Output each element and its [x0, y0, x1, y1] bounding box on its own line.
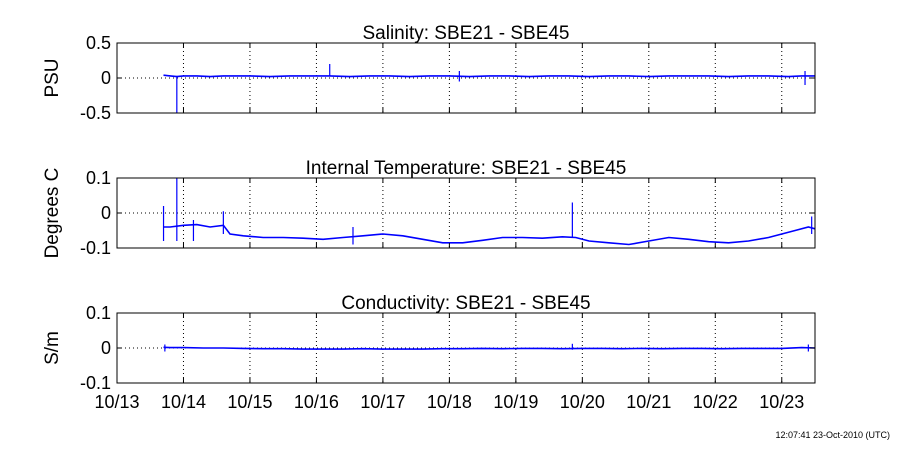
conductivity-ytick-label: 0 — [101, 338, 111, 358]
conductivity-xtick-label: 10/22 — [693, 392, 738, 412]
conductivity-xtick-label: 10/18 — [427, 392, 472, 412]
salinity-series-line — [163, 74, 815, 78]
internal-temperature-title: Internal Temperature: SBE21 - SBE45 — [306, 158, 627, 179]
salinity-panel: 0.5 0 -0.5 Salinity: SBE21 - SBE45 PSU — [42, 23, 816, 123]
conductivity-xtick-label: 10/13 — [94, 392, 139, 412]
conductivity-ylabel: S/m — [42, 331, 63, 365]
conductivity-xtick-label: 10/15 — [227, 392, 272, 412]
conductivity-title: Conductivity: SBE21 - SBE45 — [341, 293, 590, 314]
timestamp-label: 12:07:41 23-Oct-2010 (UTC) — [775, 430, 890, 440]
salinity-ytick-label: 0 — [101, 68, 111, 88]
conductivity-xtick-label: 10/17 — [360, 392, 405, 412]
internal-temperature-panel: 0.1 0 -0.1 Internal Temperature: SBE21 - SB… — [42, 158, 816, 259]
internal-temperature-series-line — [163, 223, 816, 246]
conductivity-xtick-label: 10/16 — [294, 392, 339, 412]
conductivity-xtick-label: 10/20 — [560, 392, 605, 412]
internal-temperature-ylabel: Degrees C — [42, 168, 63, 259]
conductivity-ytick-label: 0.1 — [86, 303, 111, 323]
internal-temperature-ytick-label: 0 — [101, 203, 111, 223]
internal-temperature-ytick-label: -0.1 — [80, 238, 111, 258]
salinity-ytick-label: -0.5 — [80, 103, 111, 123]
conductivity-xtick-label: 10/21 — [626, 392, 671, 412]
conductivity-panel: 0.1 0 -0.1 Conductivity: SBE21 - SBE45 S/m 10… — [42, 293, 816, 412]
salinity-ytick-label: 0.5 — [86, 33, 111, 53]
conductivity-xtick-label: 10/14 — [161, 392, 206, 412]
conductivity-xtick-label: 10/19 — [493, 392, 538, 412]
conductivity-ytick-label: -0.1 — [80, 373, 111, 393]
conductivity-series-line — [163, 346, 816, 350]
salinity-ylabel: PSU — [42, 58, 63, 97]
internal-temperature-ytick-label: 0.1 — [86, 168, 111, 188]
conductivity-xtick-label: 10/23 — [759, 392, 804, 412]
salinity-title: Salinity: SBE21 - SBE45 — [363, 23, 570, 44]
